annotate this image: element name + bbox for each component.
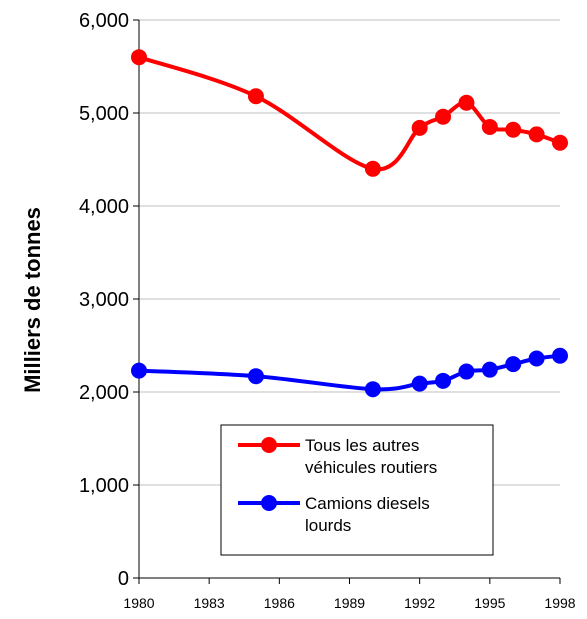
data-point (247, 88, 264, 105)
x-tick-label: 1986 (264, 595, 295, 611)
y-tick-label: 3,000 (79, 289, 129, 311)
data-point (411, 119, 428, 136)
y-tick-label: 4,000 (79, 196, 129, 218)
data-point (458, 363, 475, 380)
x-axis: 1980 1983 1986 1989 1992 1995 1998 (123, 577, 576, 611)
data-point (528, 126, 545, 143)
data-point (552, 347, 568, 364)
gridlines (139, 19, 560, 486)
data-point (552, 134, 568, 151)
series-layer (131, 49, 568, 398)
data-point (481, 361, 498, 378)
legend-label: lourds (305, 516, 351, 535)
y-axis-label: Milliers de tonnes (20, 207, 45, 393)
legend-marker-2 (261, 495, 277, 511)
y-tick-label: 2,000 (79, 382, 129, 404)
x-tick-label: 1983 (194, 595, 225, 611)
data-point (435, 372, 452, 389)
data-point (411, 375, 428, 392)
legend: Tous les autres véhicules routiers Camions… (220, 424, 494, 556)
y-tick-label: 0 (118, 568, 129, 590)
legend-label: Camions diesels (305, 494, 430, 513)
x-tick-label: 1995 (474, 595, 505, 611)
x-tick-label: 1998 (544, 595, 575, 611)
data-point (458, 94, 475, 111)
x-tick-label: 1980 (123, 595, 154, 611)
data-point (481, 118, 498, 135)
y-tick-label: 5,000 (79, 103, 129, 125)
data-point (364, 381, 381, 398)
x-tick-label: 1989 (334, 595, 365, 611)
data-point (131, 49, 147, 66)
data-point (505, 356, 522, 373)
data-point (247, 368, 264, 385)
data-point (505, 121, 522, 138)
data-point (364, 160, 381, 177)
x-tick-label: 1992 (404, 595, 435, 611)
legend-marker-1 (261, 437, 277, 453)
y-tick-label: 6,000 (79, 10, 129, 32)
y-axis: 0 1,000 2,000 3,000 4,000 5,000 6,000 (79, 10, 140, 590)
data-point (131, 362, 147, 379)
data-point (528, 350, 545, 367)
y-tick-label: 1,000 (79, 475, 129, 497)
legend-label: véhicules routiers (305, 458, 437, 477)
legend-label: Tous les autres (305, 436, 419, 455)
data-point (435, 108, 452, 125)
